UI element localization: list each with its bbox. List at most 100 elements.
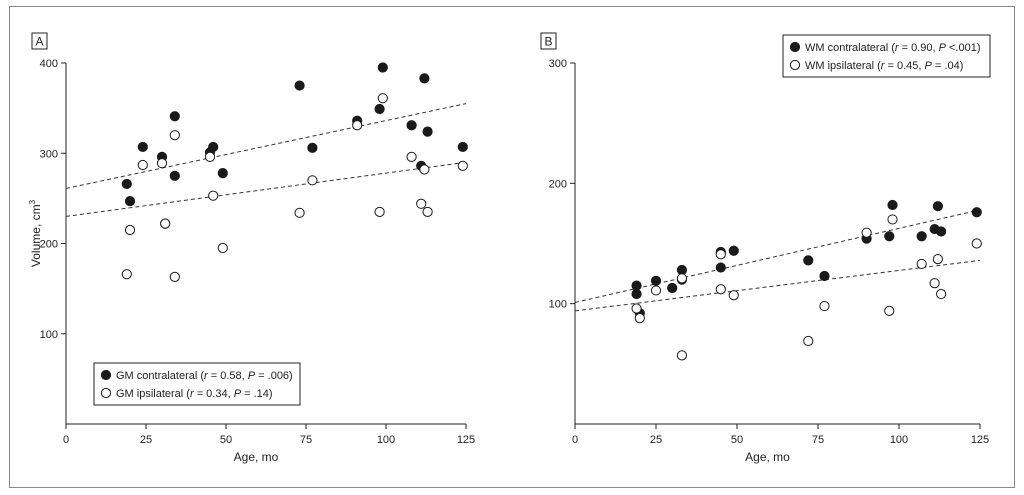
x-tick-label: 50 bbox=[220, 434, 232, 446]
y-axis-label-superscript: 3 bbox=[28, 199, 37, 204]
panel-label-box bbox=[31, 32, 48, 50]
point-ipsilateral bbox=[419, 164, 430, 175]
point-ipsilateral bbox=[204, 151, 216, 162]
point-ipsilateral bbox=[169, 271, 180, 282]
point-contralateral bbox=[406, 120, 417, 131]
point-ipsilateral bbox=[124, 224, 136, 236]
point-ipsilateral bbox=[156, 158, 168, 169]
legend-text-part: P bbox=[248, 370, 256, 382]
y-tick-label: 200 bbox=[40, 239, 58, 251]
x-tick-label: 125 bbox=[457, 434, 475, 446]
x-tick-label: 25 bbox=[140, 434, 152, 446]
legend-marker bbox=[789, 59, 801, 71]
point-ipsilateral bbox=[137, 159, 148, 171]
legend-text-part: = .04) bbox=[932, 60, 964, 72]
point-contralateral bbox=[728, 245, 739, 256]
point-contralateral bbox=[307, 142, 318, 153]
point-ipsilateral bbox=[916, 258, 927, 270]
y-tick-label: 100 bbox=[549, 299, 567, 311]
x-axis-label: Age, mo bbox=[745, 450, 790, 464]
point-ipsilateral bbox=[169, 130, 180, 141]
point-contralateral bbox=[169, 170, 180, 181]
panel-label: A bbox=[35, 35, 43, 49]
x-axis-label: Age, mo bbox=[234, 450, 279, 464]
point-contralateral bbox=[916, 231, 927, 242]
legend-text-part: P bbox=[925, 60, 933, 72]
trend-line-ipsilateral bbox=[65, 161, 467, 217]
legend-text-part: GM ipsilateral ( bbox=[116, 388, 190, 400]
point-contralateral bbox=[208, 141, 219, 153]
x-tick-label: 0 bbox=[63, 434, 69, 446]
point-contralateral bbox=[971, 207, 982, 218]
point-contralateral bbox=[137, 141, 148, 153]
point-contralateral bbox=[631, 288, 642, 300]
panel-a: A 0 25 50 75 100 125 100 200 300 400 Age, mo Volume,… bbox=[28, 32, 475, 464]
point-contralateral bbox=[819, 270, 830, 282]
point-contralateral bbox=[169, 111, 180, 122]
x-tick-label: 75 bbox=[300, 434, 312, 446]
point-ipsilateral bbox=[676, 350, 688, 361]
point-ipsilateral bbox=[819, 300, 830, 312]
legend-text-part: = 0.58, bbox=[208, 370, 248, 382]
point-ipsilateral bbox=[217, 242, 228, 254]
legend-text-part: = .14) bbox=[241, 388, 273, 400]
legend-text-part: r bbox=[881, 60, 886, 72]
y-tick-label: 200 bbox=[549, 178, 567, 190]
legend-text-part: GM contralateral ( bbox=[116, 370, 204, 382]
panel-label: B bbox=[544, 35, 552, 49]
point-ipsilateral bbox=[887, 214, 898, 225]
x-tick-label: 75 bbox=[812, 434, 824, 446]
trend-line-contralateral bbox=[574, 209, 981, 303]
point-ipsilateral bbox=[352, 120, 363, 131]
x-tick-label: 100 bbox=[377, 434, 395, 446]
point-contralateral bbox=[676, 264, 688, 276]
legend-entry: GM contralateral (r = 0.58, P = .006) bbox=[116, 370, 293, 382]
trend-line-ipsilateral bbox=[574, 259, 981, 312]
point-ipsilateral bbox=[715, 284, 726, 295]
legend-box bbox=[782, 34, 991, 78]
point-contralateral bbox=[884, 231, 895, 242]
point-ipsilateral bbox=[307, 175, 318, 186]
point-ipsilateral bbox=[631, 303, 642, 314]
chart-canvas: A 0 25 50 75 100 125 100 200 300 400 Age, mo Volume,… bbox=[28, 32, 991, 464]
legend-text-part: WM ipsilateral ( bbox=[805, 60, 881, 72]
y-tick-label: 300 bbox=[549, 58, 567, 70]
point-ipsilateral bbox=[374, 206, 385, 218]
point-ipsilateral bbox=[803, 335, 814, 347]
legend-text-part: r bbox=[895, 42, 900, 54]
point-ipsilateral bbox=[406, 151, 417, 162]
legend-text-part: WM contralateral ( bbox=[805, 42, 895, 54]
point-contralateral bbox=[715, 262, 726, 273]
legend-entry: WM ipsilateral (r = 0.45, P = .04) bbox=[805, 60, 963, 72]
panel-b: B 0 25 50 75 100 125 100 200 300 Age, mo WM contral… bbox=[540, 32, 991, 464]
legend-text-part: r bbox=[190, 388, 195, 400]
legend-text-part: = .006) bbox=[255, 370, 293, 382]
y-tick-label: 400 bbox=[40, 58, 58, 70]
point-ipsilateral bbox=[121, 269, 132, 280]
point-contralateral bbox=[374, 103, 385, 115]
legend-marker bbox=[789, 41, 801, 53]
legend-text-part: = 0.34, bbox=[194, 388, 234, 400]
y-tick-label: 300 bbox=[40, 148, 58, 160]
legend-marker bbox=[100, 387, 112, 399]
point-ipsilateral bbox=[457, 160, 468, 171]
point-ipsilateral bbox=[416, 198, 427, 209]
point-contralateral bbox=[667, 282, 678, 294]
point-contralateral bbox=[294, 80, 305, 91]
point-ipsilateral bbox=[861, 227, 872, 238]
point-contralateral bbox=[887, 199, 898, 211]
point-ipsilateral bbox=[676, 273, 688, 284]
point-contralateral bbox=[650, 275, 662, 286]
point-contralateral bbox=[121, 178, 132, 190]
point-ipsilateral bbox=[936, 288, 947, 300]
legend-entry: WM contralateral (r = 0.90, P <.001) bbox=[805, 42, 981, 54]
point-contralateral bbox=[936, 226, 947, 237]
point-contralateral bbox=[419, 73, 430, 84]
point-contralateral bbox=[932, 201, 943, 212]
x-tick-label: 125 bbox=[971, 434, 989, 446]
point-ipsilateral bbox=[715, 249, 726, 260]
legend-text-part: r bbox=[204, 370, 209, 382]
trend-line-contralateral bbox=[65, 103, 467, 189]
x-tick-label: 0 bbox=[572, 434, 578, 446]
point-contralateral bbox=[377, 62, 388, 73]
